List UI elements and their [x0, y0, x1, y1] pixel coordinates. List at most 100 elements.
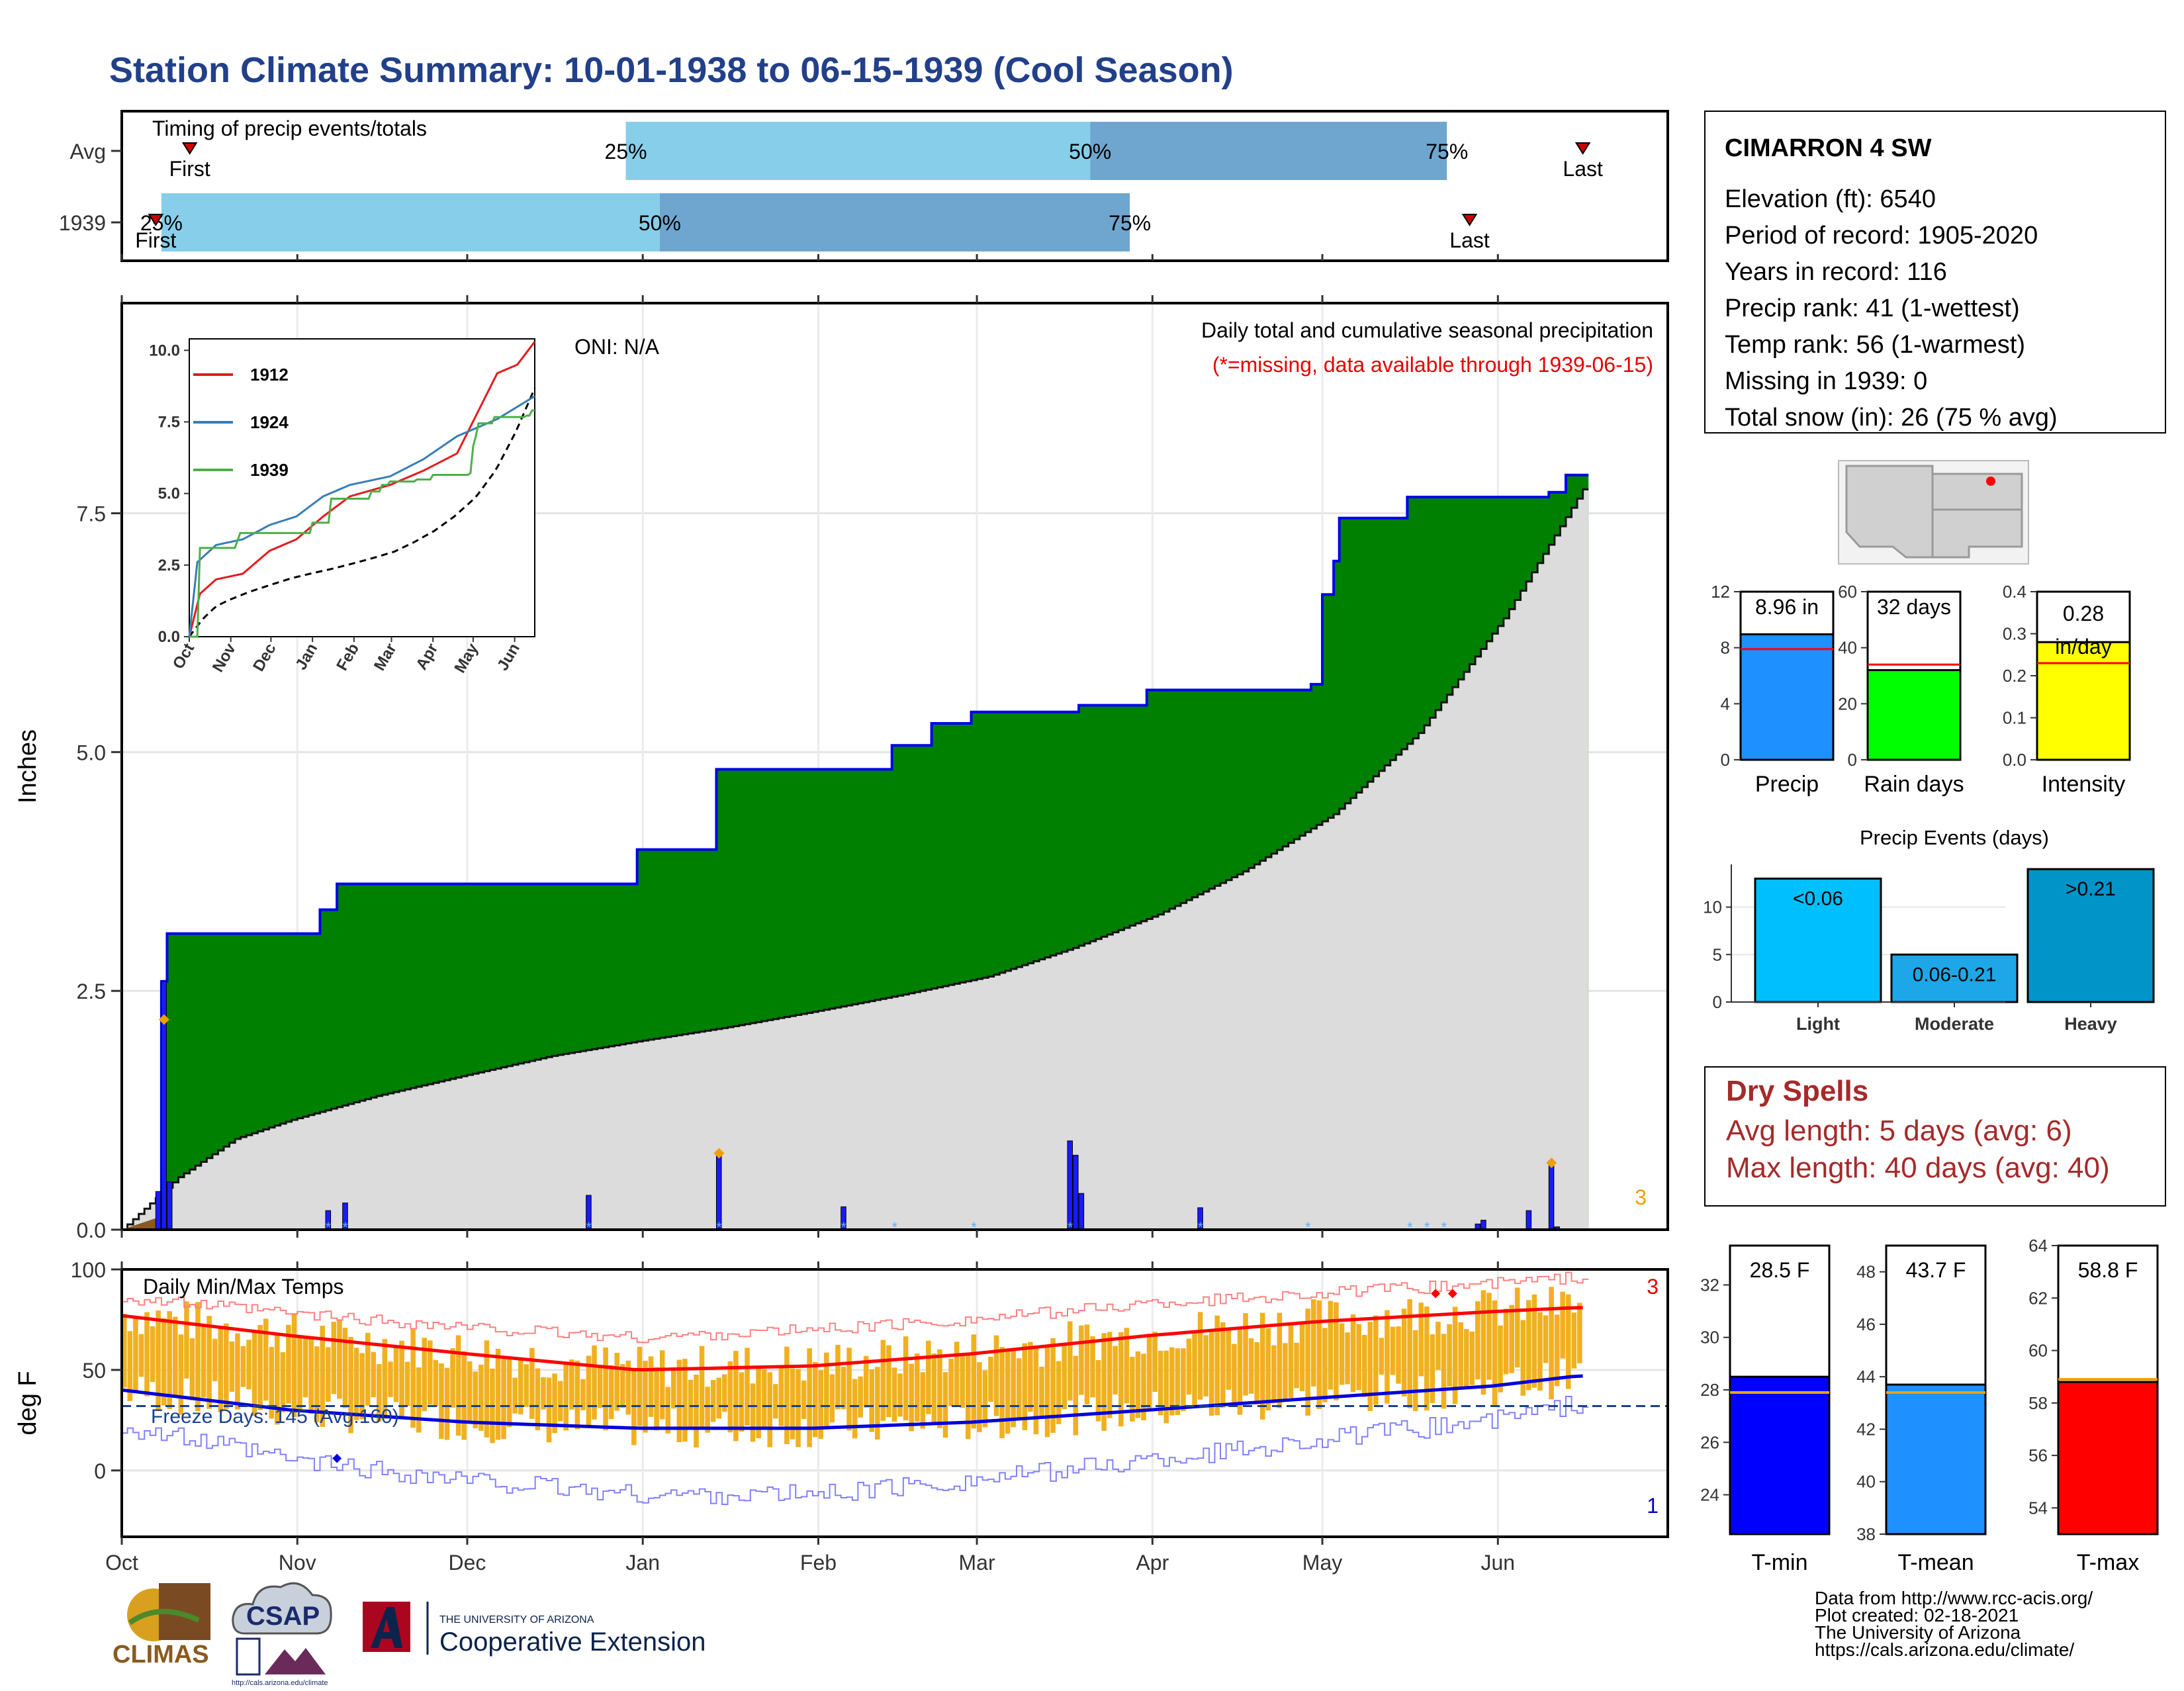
temp-y-tick-label: 100 — [71, 1258, 106, 1282]
daily-temp-bar — [297, 1336, 302, 1411]
daily-temp-bar — [1537, 1312, 1543, 1391]
timing-p50-label: 50% — [1069, 140, 1111, 163]
daily-temp-bar — [1299, 1324, 1305, 1392]
daily-temp-bar — [1079, 1325, 1084, 1395]
snow-marker: * — [1424, 1219, 1430, 1236]
avg-max-line — [121, 1306, 1583, 1372]
daily-temp-bar — [1526, 1300, 1531, 1391]
daily-temp-bar — [1158, 1350, 1163, 1416]
daily-temp-bar — [1316, 1300, 1322, 1409]
footer-line-1: Plot created: 02-18-2021 — [1815, 1605, 2019, 1625]
inset-frame — [189, 338, 535, 637]
daily-temp-bar — [937, 1349, 942, 1428]
daily-temp-bar — [326, 1347, 331, 1402]
temp-bar-y-tick-label: 46 — [1856, 1314, 1876, 1334]
ua-large-text: Cooperative Extension — [439, 1627, 705, 1657]
daily-temp-bar — [1412, 1330, 1418, 1412]
daily-temp-bar — [342, 1328, 348, 1408]
timing-row-label: 1939 — [59, 211, 106, 235]
intensity-y-tick-label: 0.2 — [2003, 666, 2026, 686]
events-category-label: Light — [1796, 1014, 1840, 1034]
daily-temp-bar — [1214, 1315, 1220, 1416]
x-tick-label: Jun — [1480, 1551, 1515, 1575]
footer-line-0: Data from http://www.rcc-acis.org/ — [1815, 1588, 2093, 1608]
daily-temp-bar — [557, 1381, 563, 1422]
daily-temp-bar — [614, 1353, 619, 1411]
snow-marker: * — [716, 1219, 722, 1236]
events-bar-heavy — [2026, 868, 2155, 1003]
daily-temp-bar — [206, 1316, 212, 1409]
daily-temp-bar — [1571, 1312, 1577, 1369]
daily-temp-bar — [727, 1361, 733, 1433]
daily-temp-bar — [796, 1369, 801, 1447]
daily-temp-bar — [320, 1326, 326, 1427]
events-bar-label: 0.06-0.21 — [1913, 964, 1997, 985]
daily-temp-bar — [643, 1361, 648, 1433]
daily-temp-bar — [586, 1355, 592, 1427]
daily-temp-bar — [1203, 1335, 1208, 1396]
intensity-bar — [2036, 641, 2131, 761]
inset-legend-label: 1912 — [250, 365, 289, 385]
daily-temp-bar — [433, 1360, 439, 1407]
events-bar-moderate — [1890, 953, 2019, 1003]
daily-temp-bar — [224, 1323, 229, 1409]
daily-temp-bar — [1163, 1350, 1169, 1424]
station-line-2: Years in record: 116 — [1725, 258, 1947, 286]
daily-temp-bar — [280, 1352, 286, 1412]
timing-bar-50-75 — [1090, 122, 1447, 180]
timing-last-label: Last — [1449, 228, 1490, 252]
early-season-wedge — [122, 1218, 156, 1230]
temp-ylabel: deg F — [14, 1371, 42, 1435]
temp-frame-border — [120, 1268, 1669, 1538]
temp-y-tick-label: 50 — [82, 1359, 106, 1383]
daily-temp-bar — [773, 1384, 778, 1419]
daily-temp-bar — [1407, 1299, 1412, 1408]
daily-temp-bar — [1543, 1315, 1549, 1363]
daily-temp-bar — [1175, 1348, 1181, 1416]
precip-stat-bars: 8.96 in 0 4 8 12 Precip 32 days 0 20 40 60 Rain day… — [1711, 582, 2131, 797]
daily-temp-bar — [625, 1360, 631, 1415]
daily-temp-bar — [410, 1328, 416, 1428]
events-bar-label: >0.21 — [2066, 878, 2116, 900]
daily-temp-bar — [388, 1361, 393, 1397]
daily-temp-bar — [1560, 1291, 1565, 1359]
daily-temp-bar — [1367, 1322, 1373, 1411]
daily-temp-bar — [1480, 1290, 1486, 1395]
daily-temp-bar — [619, 1364, 625, 1408]
daily-temp-bar — [541, 1377, 546, 1410]
temp-bar-value-label: 28.5 F — [1750, 1258, 1810, 1282]
cumulative-precip-line — [122, 473, 1589, 1231]
station-name: CIMARRON 4 SW — [1725, 134, 1932, 162]
temp-plot — [121, 1271, 1668, 1505]
daily-temp-bar — [1385, 1310, 1390, 1404]
timing-bar-50-75 — [659, 193, 1130, 251]
intensity-value-label: 0.28 — [2063, 602, 2104, 625]
timing-panel: Timing of precip events/totals Avg 25% 50%… — [59, 110, 1669, 262]
daily-temp-bar — [739, 1372, 745, 1432]
daily-temp-bar — [603, 1347, 608, 1431]
intensity-y-tick-label: 0.1 — [2003, 708, 2026, 728]
daily-temp-bar — [1197, 1312, 1203, 1400]
record-max-marker — [1431, 1289, 1441, 1299]
daily-temp-bar — [263, 1318, 269, 1401]
daily-temp-bar — [1073, 1355, 1079, 1436]
daily-temp-bar — [382, 1339, 388, 1419]
daily-temp-bar — [150, 1326, 156, 1383]
daily-temp-bar — [302, 1337, 308, 1398]
freeze-days-label: Freeze Days: 145 (Avg:160) — [151, 1406, 399, 1428]
daily-temp-bar — [1186, 1338, 1192, 1395]
daily-temp-bar — [852, 1379, 858, 1439]
temp-bar-y-tick-label: 44 — [1856, 1367, 1876, 1387]
daily-temp-bar — [1469, 1331, 1475, 1385]
daily-precip-bar — [715, 1151, 722, 1230]
climas-logo-text: CLIMAS — [113, 1641, 209, 1668]
daily-temp-bar — [1254, 1342, 1259, 1404]
daily-temp-bar — [1503, 1308, 1509, 1375]
temp-bar-y-tick-label: 38 — [1856, 1524, 1876, 1544]
temp-bar-label: T-max — [2077, 1550, 2139, 1575]
daily-temp-bar — [348, 1337, 353, 1434]
precip-panel: * * * * * * * * * * * * * Daily total and cumulative… — [14, 295, 1669, 1242]
csap-cloud-icon — [232, 1582, 332, 1635]
daily-temp-bar — [1016, 1358, 1022, 1418]
